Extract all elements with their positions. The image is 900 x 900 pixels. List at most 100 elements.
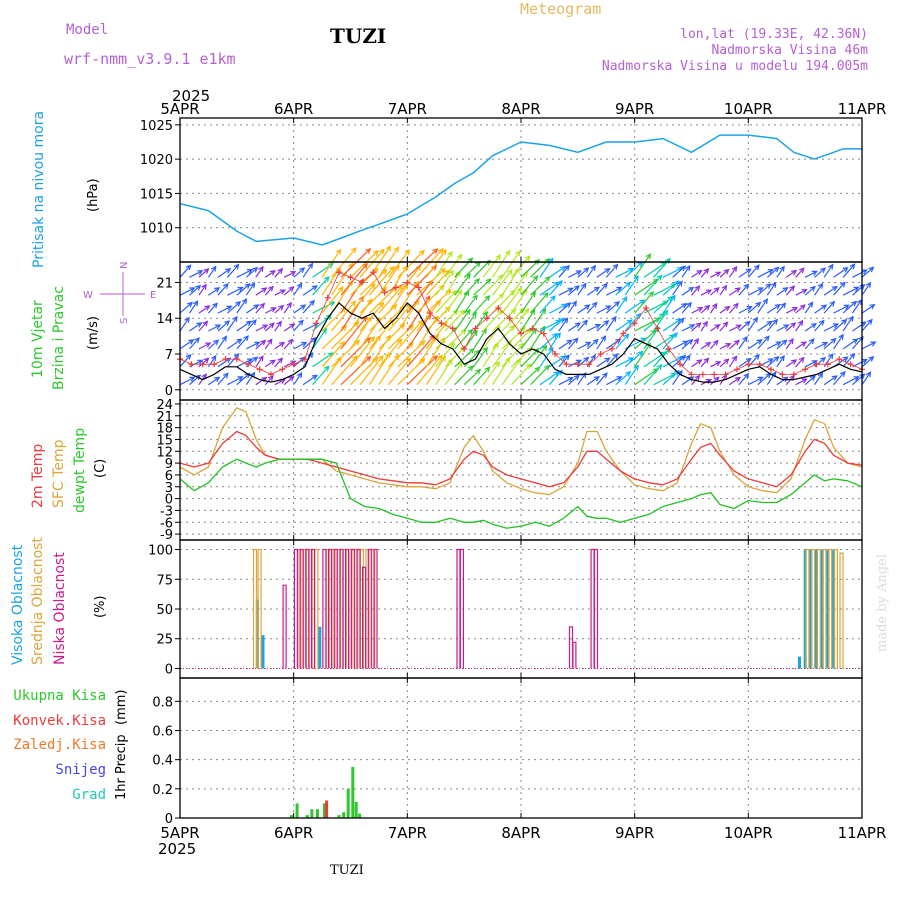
- y-tick-label: 0.2: [152, 783, 173, 798]
- top-time-label: 5APR: [160, 100, 199, 118]
- temp-unit: (C): [93, 459, 108, 478]
- wind-arrow-head: [494, 360, 501, 368]
- wind-arrow-head: [298, 319, 304, 326]
- wind-arrow-head: [611, 315, 617, 322]
- wind-arrow: [520, 348, 540, 368]
- wind-arrow: [482, 293, 504, 314]
- wind-arrow: [823, 264, 834, 278]
- low-cloud-bar: [568, 626, 574, 669]
- wind-arrow-head: [734, 376, 741, 383]
- low-cloud-bar: [282, 584, 287, 669]
- wind-arrow: [340, 337, 371, 368]
- wind-arrow-head: [253, 304, 260, 310]
- wind-arrow: [302, 300, 315, 314]
- wind-arrow-head: [694, 374, 701, 381]
- wind-arrow-head: [781, 339, 788, 346]
- wind-arrow: [245, 282, 255, 296]
- wind-arrow: [198, 321, 208, 332]
- wind-arrow-head: [296, 372, 303, 379]
- wind-arrow: [700, 342, 711, 350]
- mid-cloud-bar: [839, 552, 844, 669]
- wind-arrow-head: [224, 320, 231, 326]
- compass-north: N: [119, 262, 130, 269]
- wind-arrow-head: [869, 303, 876, 310]
- wind-arrow-head: [571, 300, 577, 307]
- wind-arrow-head: [767, 358, 774, 364]
- wind-arrow: [359, 302, 384, 332]
- wind-arrow-head: [205, 342, 212, 348]
- wind-arrow: [293, 372, 302, 386]
- wind-arrow-head: [756, 339, 763, 345]
- wind-arrow: [691, 359, 702, 368]
- wind-arrow: [577, 341, 591, 350]
- bottom-time-label: 5APR: [160, 824, 199, 842]
- high-cloud-bar: [798, 656, 801, 669]
- high-cloud-bar: [815, 549, 818, 669]
- wind-arrow: [321, 341, 345, 368]
- wind-arrow: [283, 323, 295, 332]
- wind-arrow: [255, 266, 264, 278]
- wind-arrow: [634, 253, 651, 278]
- wind-arrow: [710, 271, 721, 278]
- wind-arrow: [568, 359, 582, 368]
- wind-arrow: [302, 285, 318, 296]
- wind-arrow-head: [849, 263, 856, 270]
- wind-arrow-head: [557, 369, 563, 376]
- top-time-label: 7APR: [388, 100, 427, 118]
- wind-arrow: [501, 307, 525, 332]
- wind-arrow: [558, 339, 572, 350]
- wind-arrow-head: [388, 265, 395, 272]
- wind-arrow: [852, 359, 867, 368]
- wind-arrow: [738, 358, 752, 368]
- wind-arrow: [425, 269, 450, 296]
- wind-arrow-head: [261, 287, 268, 293]
- wind-arrow-head: [467, 328, 474, 335]
- wind-arrow-head: [404, 249, 411, 256]
- wind-arrow-head: [686, 301, 692, 308]
- wind-arrow: [539, 295, 556, 314]
- y-tick-label: 0.8: [152, 695, 173, 710]
- low-cloud-bar: [339, 548, 344, 669]
- wind-arrow: [643, 262, 667, 278]
- wind-arrow-head: [252, 356, 259, 363]
- gust-line: [179, 271, 863, 375]
- wind-arrow: [586, 376, 600, 386]
- wind-arrow: [852, 299, 862, 314]
- wind-arrow: [463, 261, 481, 278]
- wind-arrow-head: [677, 280, 683, 287]
- wind-arrow: [274, 321, 282, 332]
- wind-arrow: [416, 300, 441, 332]
- wind-arrow: [861, 356, 874, 368]
- wind-arrow: [852, 321, 866, 332]
- wind-arrow: [520, 328, 537, 350]
- wind-arrow-head: [226, 305, 233, 311]
- wind-arrow: [198, 268, 209, 278]
- wind-arrow: [653, 310, 668, 332]
- wind-arrow-head: [267, 374, 274, 382]
- wind-arrow-head: [861, 269, 868, 275]
- wind-arrow: [615, 357, 634, 368]
- pressure-line: [179, 134, 862, 246]
- wind-arrow: [738, 284, 749, 296]
- wind-arrow: [189, 337, 200, 350]
- coords-label: lon,lat (19.33E, 42.36N): [680, 27, 868, 42]
- top-time-label: 8APR: [501, 100, 540, 118]
- wind-arrow-head: [573, 285, 580, 291]
- y-tick-label: 100: [148, 544, 173, 559]
- wind-arrow: [681, 302, 692, 314]
- wind-arrow-head: [340, 306, 347, 313]
- wind-arrow: [198, 357, 209, 368]
- wind-arrow-head: [267, 285, 274, 292]
- wind-arrow-head: [323, 365, 330, 372]
- wind-arrow: [842, 353, 855, 368]
- wind-arrow-head: [277, 267, 284, 274]
- wind-arrow: [454, 329, 473, 350]
- wind-arrow: [539, 282, 560, 296]
- wind-arrow-head: [225, 268, 232, 274]
- wind-arrow: [624, 275, 639, 296]
- wind-arrow-head: [828, 353, 834, 360]
- wind-arrow-head: [743, 372, 750, 379]
- wind-arrow: [359, 355, 384, 386]
- wind-arrow: [842, 316, 854, 332]
- wind-arrow-head: [602, 372, 608, 379]
